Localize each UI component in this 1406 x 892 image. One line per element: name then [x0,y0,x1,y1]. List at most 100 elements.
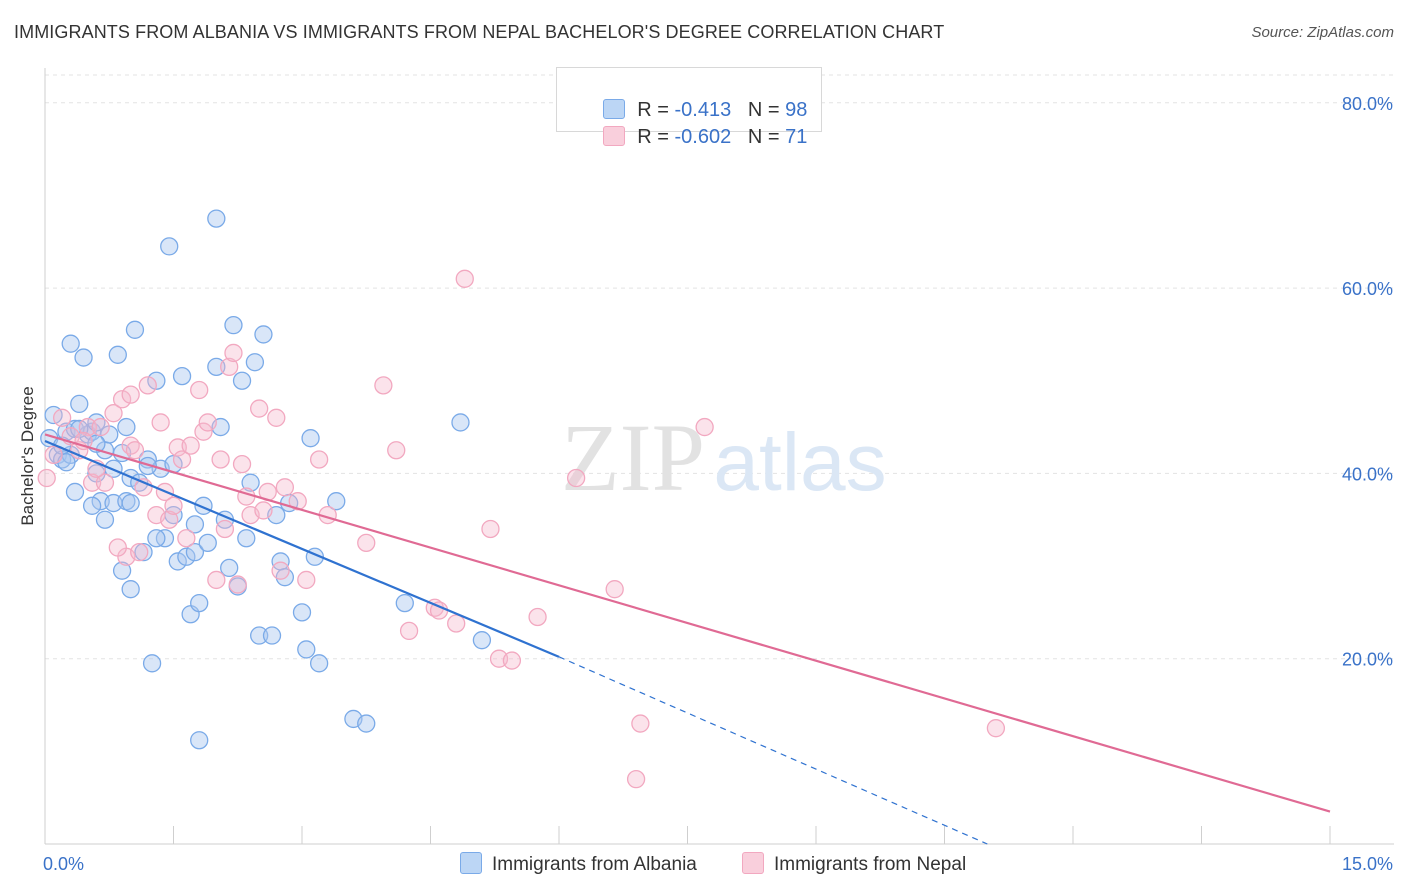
albania-point [207,357,226,376]
albania-point [190,731,209,750]
nepal-point [502,651,522,670]
nepal-point [374,376,393,395]
nepal-point [104,404,123,423]
nepal-point [695,417,714,437]
y-tick-label: 20.0% [1342,650,1393,670]
albania-point [70,394,89,414]
nepal-point [78,417,97,437]
nepal-point [121,385,140,404]
stats-legend: R = -0.413 N = 98 R = -0.602 N = 71 [556,67,822,148]
nepal-point [125,441,145,460]
nepal-point [108,538,127,557]
y-axis-label: Bachelor's Degree [18,386,37,526]
nepal-point [297,570,316,590]
nepal-point [190,380,209,400]
legend-swatch-nepal [603,126,626,146]
trend-lines [44,433,1331,845]
y-tick-label: 40.0% [1342,464,1393,484]
nepal-point [232,454,252,474]
nepal-point [228,575,247,594]
legend-label-nepal: Immigrants from Nepal [774,854,967,875]
nepal-point [37,468,56,488]
legend-item-albania[interactable]: Immigrants from Albania [460,852,697,876]
albania-point [451,413,470,432]
albania-point [160,237,179,256]
albania-point [95,510,115,529]
albania-point [61,334,80,353]
nepal-point [160,510,179,529]
nepal-point [172,450,192,469]
nepal-point [605,580,624,599]
albania-point [185,543,205,562]
albania-point [198,533,217,553]
series-nepal-points [37,269,1006,789]
albania-point [172,366,192,386]
y-tick-label: 60.0% [1342,279,1393,299]
watermark: ZIP atlas [561,404,887,511]
nepal-point [112,390,132,409]
nepal-point [130,543,149,562]
albania-point [207,209,226,228]
nepal-point [198,413,217,432]
x-tick-label: 0.0% [43,854,84,874]
legend-n-label: N = [747,99,786,121]
nepal-point [91,417,110,437]
albania-point [292,603,312,622]
albania-point [74,348,93,367]
legend-r-label: R = [637,99,675,121]
nepal-point [455,269,474,288]
albania-point [190,593,209,613]
watermark-zip: ZIP [561,404,705,511]
legend-row-nepal: R = -0.602 N = 71 [581,103,807,148]
albania-point [254,325,273,344]
albania-point [357,714,376,733]
nepal-point [631,714,650,733]
legend-swatch-albania [603,99,626,119]
albania-point [224,316,243,335]
legend-label-albania: Immigrants from Albania [492,854,697,875]
albania-point [147,371,166,390]
legend-swatch-nepal [742,852,764,874]
nepal-point [528,607,547,627]
legend-swatch-albania [460,852,482,874]
series-albania-points [40,209,492,750]
legend-item-nepal[interactable]: Immigrants from Nepal [742,852,966,876]
nepal-point [177,529,196,548]
nepal-point [986,719,1006,738]
nepal-trend-line [44,433,1331,813]
nepal-point [220,357,239,376]
albania-point [117,417,136,437]
albania-point [142,654,162,673]
albania-point [177,547,196,566]
nepal-point [387,441,406,460]
albania-point [147,529,166,548]
albania-point [108,345,127,364]
nepal-point [254,501,273,520]
albania-point [250,626,269,645]
albania-point [472,631,492,650]
nepal-point [194,422,213,441]
nepal-point [626,769,646,789]
legend-r-label: R = [637,126,675,148]
legend-r-value: -0.413 [674,99,732,121]
nepal-point [309,450,329,469]
watermark-atlas: atlas [713,417,886,508]
nepal-point [151,413,170,432]
albania-point [241,473,260,492]
albania-point [138,456,157,476]
nepal-point [215,519,235,539]
albania-point [232,371,252,390]
nepal-point [211,450,230,469]
albania-point [395,593,414,613]
source-label: Source: ZipAtlas.com [1251,24,1394,41]
albania-point [220,558,239,578]
nepal-point [357,533,376,553]
albania-point [82,496,102,515]
nepal-point [271,561,290,580]
albania-point [168,552,187,571]
nepal-point [447,614,466,633]
albania-point [125,320,145,339]
albania-point [301,429,320,448]
tick-labels: 20.0% 40.0% 60.0% 80.0% 0.0% 15.0% [43,94,1393,874]
